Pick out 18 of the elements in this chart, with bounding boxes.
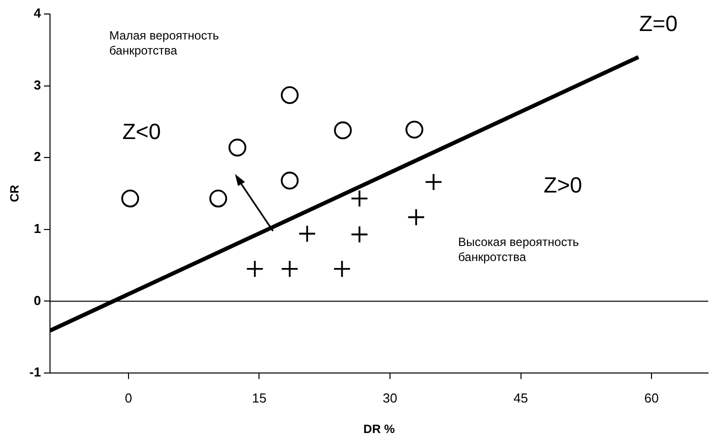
y-tick-label: 1 — [34, 220, 41, 236]
x-tick-label: 15 — [252, 390, 266, 406]
y-tick-label: 0 — [34, 292, 41, 308]
y-tick-label: 3 — [34, 77, 41, 92]
x-tick-label: 45 — [514, 390, 528, 406]
x-tick-label: 30 — [382, 390, 398, 406]
y-tick-label: 2 — [34, 149, 41, 164]
annotation: Z>0 — [544, 172, 582, 198]
annotation: Z<0 — [122, 118, 161, 144]
annotation: Z=0 — [639, 11, 678, 36]
y-axis-title: CR — [8, 184, 22, 202]
y-tick-label: -1 — [29, 364, 41, 380]
annotation: Малая вероятность банкротства — [109, 28, 219, 58]
x-tick-label: 0 — [124, 390, 132, 406]
annotation: Высокая вероятность банкротства — [458, 234, 579, 264]
y-tick-label: 4 — [34, 6, 42, 21]
x-axis-title: DR % — [363, 422, 396, 436]
x-tick-label: 60 — [644, 390, 659, 406]
